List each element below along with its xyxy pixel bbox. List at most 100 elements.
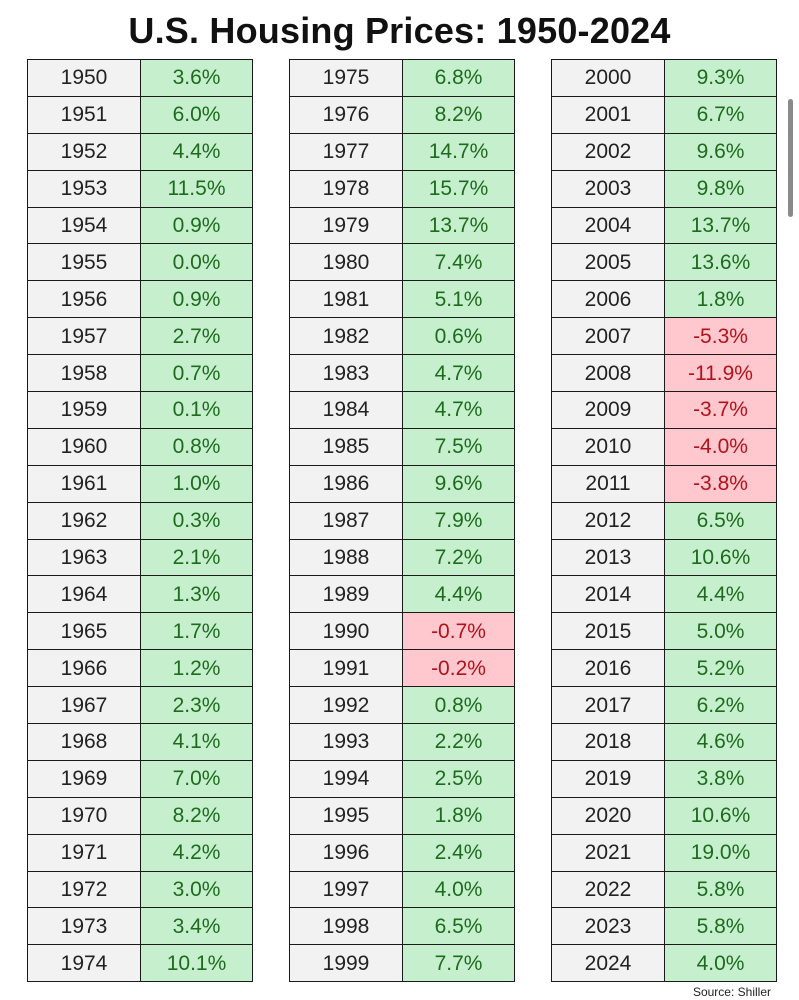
table-row: 1966 1.2% — [27, 649, 253, 688]
scrollbar[interactable] — [788, 99, 793, 217]
year-cell: 1954 — [27, 206, 141, 245]
positive-change-cell: 7.7% — [402, 944, 515, 983]
year-cell: 1956 — [27, 280, 141, 319]
table-row: 1998 6.5% — [289, 907, 515, 946]
year-cell: 1977 — [289, 132, 403, 171]
table-row: 2013 10.6% — [551, 538, 777, 577]
table-row: 2009 -3.7% — [551, 391, 777, 429]
year-cell: 1990 — [289, 612, 403, 651]
table-row: 1984 4.7% — [289, 391, 515, 429]
positive-change-cell: 14.7% — [402, 132, 515, 171]
positive-change-cell: 19.0% — [664, 833, 777, 872]
table-row: 1996 2.4% — [289, 833, 515, 872]
table-row: 1977 14.7% — [289, 132, 515, 171]
positive-change-cell: 5.1% — [402, 280, 515, 319]
positive-change-cell: 3.8% — [664, 759, 777, 798]
positive-change-cell: 3.0% — [140, 870, 253, 909]
year-cell: 1978 — [289, 169, 403, 208]
year-cell: 2011 — [551, 464, 665, 503]
year-cell: 1973 — [27, 907, 141, 946]
negative-change-cell: -5.3% — [664, 317, 777, 356]
positive-change-cell: 6.7% — [664, 95, 777, 134]
table-row: 1953 11.5% — [27, 169, 253, 208]
table-row: 1993 2.2% — [289, 723, 515, 761]
table-row: 1964 1.3% — [27, 575, 253, 614]
year-cell: 1972 — [27, 870, 141, 909]
table-row: 2006 1.8% — [551, 280, 777, 319]
year-cell: 2003 — [551, 169, 665, 208]
year-cell: 2024 — [551, 944, 665, 983]
negative-change-cell: -0.2% — [402, 649, 515, 688]
positive-change-cell: 9.3% — [664, 59, 777, 97]
year-cell: 1974 — [27, 944, 141, 983]
year-cell: 2023 — [551, 907, 665, 946]
positive-change-cell: 0.9% — [140, 206, 253, 245]
year-cell: 2009 — [551, 391, 665, 429]
positive-change-cell: 6.0% — [140, 95, 253, 134]
year-cell: 2015 — [551, 612, 665, 651]
year-cell: 2005 — [551, 243, 665, 282]
table-row: 2000 9.3% — [551, 59, 777, 97]
positive-change-cell: 0.7% — [140, 354, 253, 393]
positive-change-cell: 1.0% — [140, 464, 253, 503]
positive-change-cell: 9.6% — [664, 132, 777, 171]
table-row: 2015 5.0% — [551, 612, 777, 651]
positive-change-cell: 4.0% — [664, 944, 777, 983]
year-cell: 1996 — [289, 833, 403, 872]
table-row: 1960 0.8% — [27, 427, 253, 466]
positive-change-cell: 6.2% — [664, 686, 777, 725]
year-cell: 1966 — [27, 649, 141, 688]
positive-change-cell: 1.8% — [402, 796, 515, 835]
positive-change-cell: 0.0% — [140, 243, 253, 282]
table-row: 1978 15.7% — [289, 169, 515, 208]
positive-change-cell: 2.3% — [140, 686, 253, 725]
table-row: 1989 4.4% — [289, 575, 515, 614]
positive-change-cell: 6.5% — [402, 907, 515, 946]
year-cell: 1957 — [27, 317, 141, 356]
year-cell: 1967 — [27, 686, 141, 725]
year-cell: 1960 — [27, 427, 141, 466]
positive-change-cell: 6.5% — [664, 501, 777, 540]
year-cell: 2006 — [551, 280, 665, 319]
negative-change-cell: -3.7% — [664, 391, 777, 429]
table-row: 1958 0.7% — [27, 354, 253, 393]
year-cell: 1985 — [289, 427, 403, 466]
year-cell: 1987 — [289, 501, 403, 540]
positive-change-cell: 4.6% — [664, 723, 777, 761]
positive-change-cell: 10.6% — [664, 538, 777, 577]
year-cell: 1997 — [289, 870, 403, 909]
table-row: 1969 7.0% — [27, 759, 253, 798]
year-cell: 2010 — [551, 427, 665, 466]
positive-change-cell: 0.6% — [402, 317, 515, 356]
year-cell: 1950 — [27, 59, 141, 97]
table-column-2000s-2020s: 2000 9.3% 2001 6.7% 2002 9.6% 2003 9.8% 2004 13.7… — [551, 59, 777, 983]
positive-change-cell: 7.4% — [402, 243, 515, 282]
table-row: 1957 2.7% — [27, 317, 253, 356]
year-cell: 1999 — [289, 944, 403, 983]
positive-change-cell: 4.7% — [402, 391, 515, 429]
year-cell: 2017 — [551, 686, 665, 725]
year-cell: 2018 — [551, 723, 665, 761]
table-row: 1962 0.3% — [27, 501, 253, 540]
year-cell: 1976 — [289, 95, 403, 134]
positive-change-cell: 0.8% — [402, 686, 515, 725]
positive-change-cell: 5.8% — [664, 870, 777, 909]
table-row: 2011 -3.8% — [551, 464, 777, 503]
positive-change-cell: 3.4% — [140, 907, 253, 946]
positive-change-cell: 10.1% — [140, 944, 253, 983]
table-row: 1973 3.4% — [27, 907, 253, 946]
positive-change-cell: 9.6% — [402, 464, 515, 503]
negative-change-cell: -0.7% — [402, 612, 515, 651]
year-cell: 1988 — [289, 538, 403, 577]
table-row: 1995 1.8% — [289, 796, 515, 835]
table-row: 2012 6.5% — [551, 501, 777, 540]
table-row: 2005 13.6% — [551, 243, 777, 282]
positive-change-cell: 1.7% — [140, 612, 253, 651]
positive-change-cell: 5.0% — [664, 612, 777, 651]
year-cell: 1992 — [289, 686, 403, 725]
year-cell: 2007 — [551, 317, 665, 356]
page-title: U.S. Housing Prices: 1950-2024 — [128, 10, 671, 51]
positive-change-cell: 7.5% — [402, 427, 515, 466]
table-row: 1986 9.6% — [289, 464, 515, 503]
positive-change-cell: 0.1% — [140, 391, 253, 429]
